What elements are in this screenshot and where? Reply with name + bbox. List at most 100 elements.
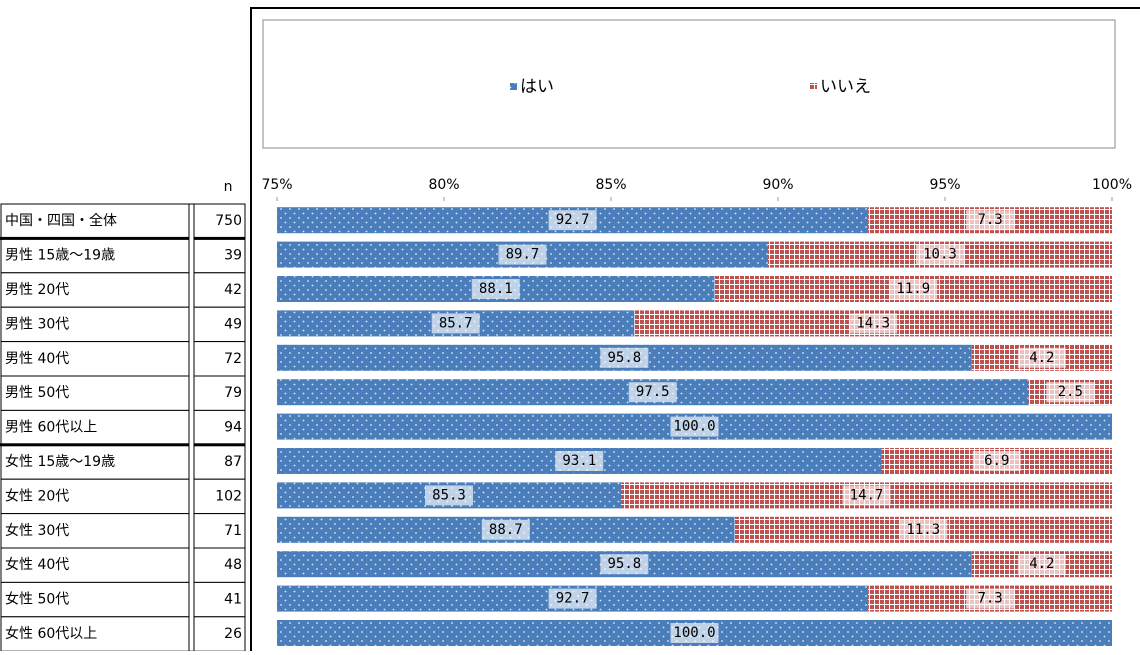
value-label: 88.1 (479, 281, 513, 297)
value-label-bg (899, 519, 948, 540)
row-label: 女性 60代以上 (5, 625, 97, 642)
n-value: 71 (224, 523, 242, 539)
table-cell (0, 616, 191, 652)
n-value: 102 (215, 488, 242, 504)
value-label: 2.5 (1058, 384, 1083, 400)
value-label: 14.7 (850, 487, 884, 503)
table-cell (193, 513, 246, 549)
column-separator (188, 203, 195, 652)
n-value: 48 (224, 557, 242, 573)
x-tick-label: 80% (428, 177, 459, 193)
value-label: 4.2 (1029, 350, 1054, 366)
value-label: 11.9 (896, 281, 930, 297)
n-value: 750 (215, 213, 242, 229)
value-label-bg (600, 347, 649, 368)
n-value: 49 (224, 316, 242, 332)
group-separator (0, 443, 245, 447)
group-separator (0, 236, 245, 240)
legend-marker (510, 83, 517, 90)
value-label-bg (548, 588, 597, 609)
value-label: 85.3 (432, 487, 466, 503)
x-tick-label: 75% (261, 177, 292, 193)
value-label: 97.5 (636, 384, 670, 400)
table-cell (193, 237, 246, 274)
legend-label: はい (520, 77, 554, 97)
x-tick-label: 100% (1092, 177, 1132, 193)
value-label: 100.0 (673, 625, 715, 641)
value-label-bg (1017, 347, 1066, 368)
table-cell (193, 616, 246, 652)
table-cell (193, 272, 246, 308)
n-value: 42 (224, 282, 242, 298)
value-label-bg (966, 210, 1015, 231)
value-label: 95.8 (608, 556, 642, 572)
value-label: 7.3 (977, 212, 1002, 228)
value-label: 11.3 (906, 522, 940, 538)
legend-box (262, 19, 1116, 149)
value-label-bg (1046, 382, 1095, 403)
value-label-bg (1017, 554, 1066, 575)
value-label: 92.7 (556, 591, 590, 607)
value-label-bg (481, 519, 530, 540)
n-value: 87 (224, 454, 242, 470)
table-cell (193, 375, 246, 411)
table-cell (0, 341, 191, 377)
value-label: 10.3 (923, 247, 957, 263)
value-label: 89.7 (506, 247, 540, 263)
value-label-bg (555, 451, 604, 471)
value-label-bg (471, 279, 520, 299)
value-label: 6.9 (984, 453, 1009, 469)
value-label-bg (915, 244, 964, 265)
x-tick-label: 85% (595, 177, 626, 193)
table-cell (0, 547, 191, 583)
table-cell (193, 444, 246, 480)
n-value: 39 (224, 248, 242, 264)
value-label: 95.8 (608, 350, 642, 366)
value-label-bg (498, 244, 547, 265)
table-cell (193, 547, 246, 583)
row-label: 女性 40代 (5, 556, 69, 573)
value-label-bg (600, 554, 649, 575)
table-cell (193, 581, 246, 618)
n-value: 79 (224, 385, 242, 401)
row-label: 男性 50代 (5, 385, 69, 401)
value-label-bg (889, 279, 938, 299)
row-label: 男性 15歳〜19歳 (5, 248, 115, 264)
value-label-bg (972, 451, 1021, 471)
legend-label: いいえ (820, 77, 871, 97)
row-label: 男性 60代以上 (5, 420, 97, 436)
value-label: 93.1 (562, 453, 596, 469)
value-label-bg (431, 313, 480, 334)
row-label: 女性 30代 (5, 522, 69, 539)
row-label: 女性 15歳〜19歳 (5, 453, 115, 470)
n-value: 26 (224, 626, 242, 642)
table-cell (193, 341, 246, 377)
value-label-bg (425, 485, 474, 506)
row-label: 女性 50代 (5, 591, 69, 608)
n-header: n (224, 179, 233, 195)
row-label: 男性 30代 (5, 316, 69, 332)
plot-frame (250, 7, 1140, 655)
value-label-bg (670, 623, 719, 643)
value-label: 100.0 (673, 419, 715, 435)
value-label: 4.2 (1029, 556, 1054, 572)
row-label: 男性 20代 (5, 282, 69, 298)
value-label: 88.7 (489, 522, 523, 538)
value-label-bg (849, 313, 898, 334)
value-label: 85.7 (439, 315, 473, 331)
n-value: 72 (224, 351, 242, 367)
row-label: 中国・四国・全体 (5, 212, 117, 229)
value-label: 7.3 (977, 591, 1002, 607)
value-label-bg (628, 382, 677, 403)
value-label: 92.7 (556, 212, 590, 228)
value-label-bg (548, 210, 597, 231)
n-value: 94 (224, 420, 242, 436)
row-label: 男性 40代 (5, 351, 69, 367)
value-label-bg (966, 588, 1015, 609)
row-label: 女性 20代 (5, 487, 69, 504)
x-tick-label: 95% (929, 177, 960, 193)
legend-marker (810, 83, 817, 90)
table-cell (193, 203, 246, 239)
